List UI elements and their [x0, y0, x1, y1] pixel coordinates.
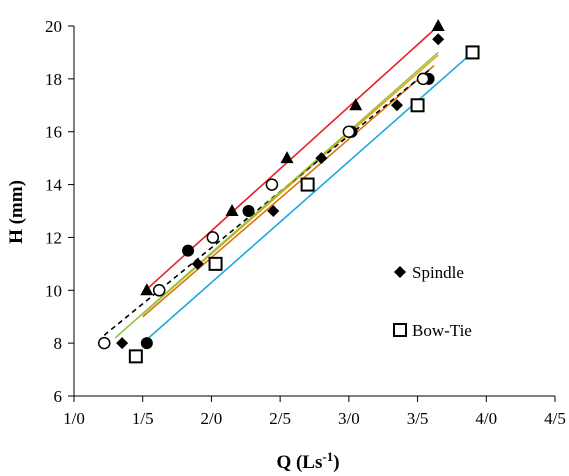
legend-marker-0: [394, 266, 406, 278]
legend-label-1: Bow-Tie: [412, 321, 472, 340]
trendline-1: [142, 51, 474, 344]
trendline-3: [142, 65, 435, 318]
data-point-s1: [300, 177, 315, 192]
x-axis-label-sup: -1: [322, 449, 333, 464]
data-point-s0: [315, 152, 328, 165]
data-point-s4: [265, 178, 279, 191]
y-tick-label: 16: [45, 123, 62, 142]
y-tick-label: 14: [45, 176, 63, 195]
x-tick-label: 4/0: [475, 409, 497, 428]
y-tick-label: 20: [45, 17, 62, 36]
x-tick-label: 3/5: [407, 409, 429, 428]
x-tick-label: 1/0: [63, 409, 85, 428]
data-point-s4: [342, 125, 356, 138]
data-point-s4: [416, 72, 430, 86]
x-tick-label: 1/5: [132, 409, 154, 428]
legend: Spindle Bow-Tie: [393, 263, 472, 340]
legend-marker-1: [393, 323, 407, 337]
data-point-s2: [225, 204, 239, 216]
data-points: [97, 19, 480, 364]
data-point-s4: [152, 284, 166, 297]
trendline-4: [103, 67, 432, 336]
data-point-s1: [410, 98, 425, 113]
data-point-s1: [208, 256, 223, 271]
data-point-s2: [280, 151, 294, 164]
data-point-s0: [432, 33, 445, 46]
y-axis-label: H (mm): [6, 180, 27, 244]
data-point-s4: [206, 231, 220, 244]
x-axis-label-close: ): [333, 452, 339, 473]
legend-label-0: Spindle: [412, 263, 464, 282]
ticks: 6 8 10 12 14 16 18 20 1/0 1/5 2/0 2/5 3/0 3/5 4/0 4/5: [45, 17, 566, 428]
y-tick-label: 10: [45, 281, 62, 300]
y-tick-label: 18: [45, 70, 62, 89]
data-point-s2: [349, 98, 363, 111]
axes: [73, 26, 555, 397]
data-point-s1: [465, 45, 480, 60]
x-tick-label: 2/5: [269, 409, 291, 428]
data-point-s2: [140, 283, 154, 296]
x-tick-label: 4/5: [544, 409, 566, 428]
data-point-s0: [267, 205, 280, 217]
data-point-s0: [116, 337, 129, 350]
data-point-s1: [128, 349, 143, 364]
y-tick-label: 6: [54, 387, 63, 406]
x-tick-label: 3/0: [338, 409, 360, 428]
data-point-s2: [431, 19, 445, 31]
data-point-s3: [140, 337, 153, 350]
data-point-s4: [97, 336, 111, 350]
data-point-s0: [191, 257, 204, 270]
y-tick-label: 8: [54, 334, 63, 353]
x-axis-label: Q (Ls-1): [276, 449, 339, 473]
x-axis-label-main: Q (Ls: [276, 452, 322, 473]
y-tick-label: 12: [45, 228, 62, 247]
trendline-5: [114, 51, 439, 339]
data-point-s3: [242, 205, 255, 217]
x-tick-label: 2/0: [201, 409, 223, 428]
data-point-s0: [390, 99, 403, 112]
data-point-s3: [182, 244, 195, 257]
